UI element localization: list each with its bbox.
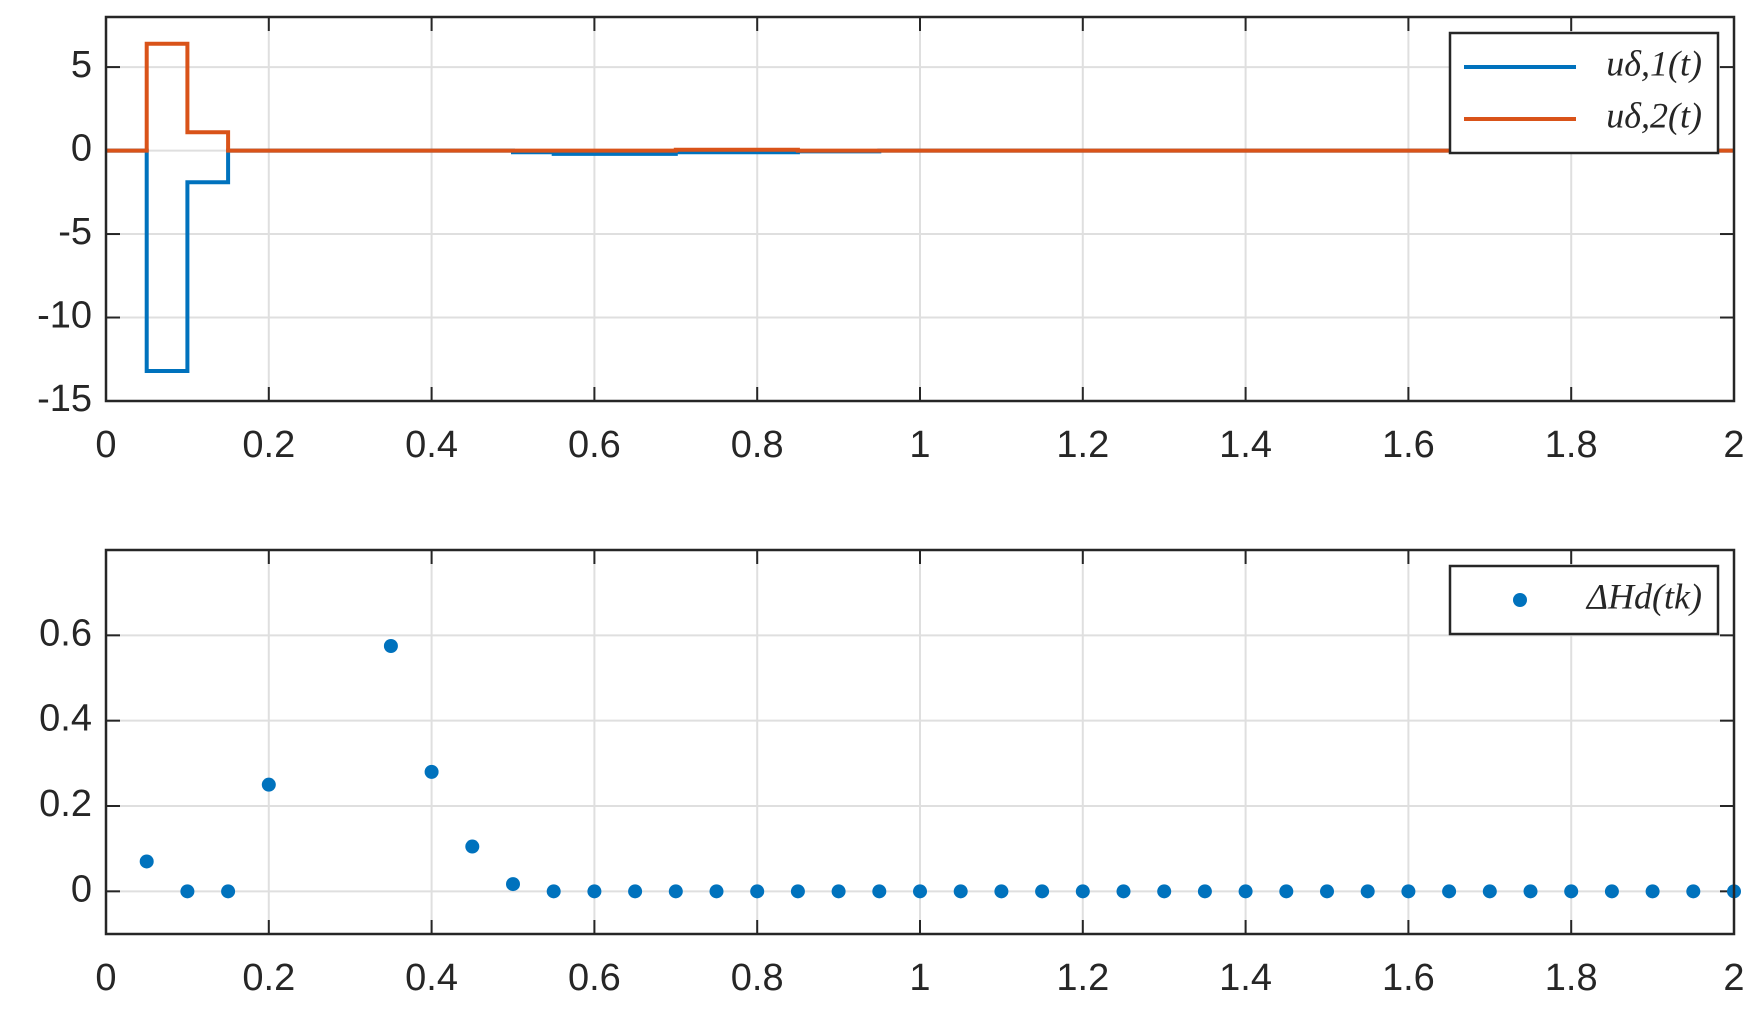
x-tick-label: 1 (909, 424, 930, 466)
data-point (790, 884, 805, 899)
x-tick-label: 0.4 (405, 957, 458, 999)
y-tick-label: 0.6 (39, 612, 92, 654)
x-tick-label: 0 (95, 957, 116, 999)
data-point (587, 884, 602, 899)
data-point (1279, 884, 1294, 899)
legend-box (1448, 31, 1720, 155)
x-tick-label: 1 (909, 957, 930, 999)
data-point (180, 884, 195, 899)
x-tick-label: 1.2 (1056, 957, 1109, 999)
data-point (1564, 884, 1579, 899)
x-tick-label: 1.4 (1219, 424, 1272, 466)
data-point (994, 884, 1009, 899)
legend-marker (1513, 593, 1527, 607)
data-point (668, 884, 683, 899)
axes-box (104, 548, 1736, 936)
data-point (1320, 884, 1334, 899)
y-tick-label: 0 (71, 868, 92, 910)
data-point (1401, 884, 1416, 899)
x-tick-label: 2 (1723, 957, 1744, 999)
data-point (1645, 884, 1660, 899)
x-tick-label: 1.6 (1382, 957, 1435, 999)
x-tick-label: 1.8 (1545, 957, 1598, 999)
legend-box (1448, 564, 1720, 636)
data-point (506, 877, 520, 892)
y-tick-label: 0.2 (39, 783, 92, 825)
data-point (221, 884, 236, 899)
y-tick-label: 0 (71, 128, 92, 170)
data-point (628, 884, 643, 899)
data-point (1075, 884, 1090, 899)
x-tick-label: 0.4 (405, 424, 458, 466)
data-point (1360, 884, 1375, 899)
legend-label: uδ,1(t) (1606, 43, 1702, 83)
x-tick-label: 2 (1723, 424, 1744, 466)
data-point (709, 884, 724, 899)
x-tick-label: 0.2 (242, 424, 295, 466)
data-point (1157, 884, 1172, 899)
data-point (1523, 884, 1538, 899)
x-tick-label: 1.6 (1382, 424, 1435, 466)
data-point (872, 884, 887, 899)
data-point (383, 639, 398, 653)
y-tick-label: 5 (71, 44, 92, 86)
data-point (1442, 884, 1457, 899)
data-point (139, 854, 154, 869)
x-tick-label: 0.6 (568, 957, 621, 999)
data-point (750, 884, 765, 899)
data-point (261, 777, 276, 792)
y-tick-label: -15 (37, 378, 92, 420)
x-tick-label: 0 (95, 424, 116, 466)
axes-box (104, 15, 1736, 403)
y-tick-label: -10 (37, 295, 92, 337)
data-point (424, 764, 439, 779)
data-point (1116, 884, 1131, 899)
data-point (1604, 884, 1619, 899)
x-tick-label: 0.8 (731, 424, 784, 466)
x-tick-label: 0.2 (242, 957, 295, 999)
data-point (546, 884, 561, 899)
data-point (831, 884, 846, 899)
legend-label: uδ,2(t) (1606, 95, 1702, 135)
data-point (1197, 884, 1212, 899)
data-point (1482, 884, 1497, 899)
x-tick-label: 0.6 (568, 424, 621, 466)
y-tick-label: 0.4 (39, 698, 92, 740)
x-tick-label: 0.8 (731, 957, 784, 999)
legend-label: ΔHd(tk) (1585, 576, 1702, 616)
data-point (953, 884, 968, 899)
y-tick-label: -5 (58, 211, 92, 253)
data-point (1686, 884, 1701, 899)
data-point (1035, 884, 1050, 899)
x-tick-label: 1.2 (1056, 424, 1109, 466)
x-tick-label: 1.8 (1545, 424, 1598, 466)
x-tick-label: 1.4 (1219, 957, 1272, 999)
series-line (106, 41, 1734, 153)
data-point (913, 884, 927, 899)
data-point (465, 839, 480, 854)
data-point (1238, 884, 1253, 899)
